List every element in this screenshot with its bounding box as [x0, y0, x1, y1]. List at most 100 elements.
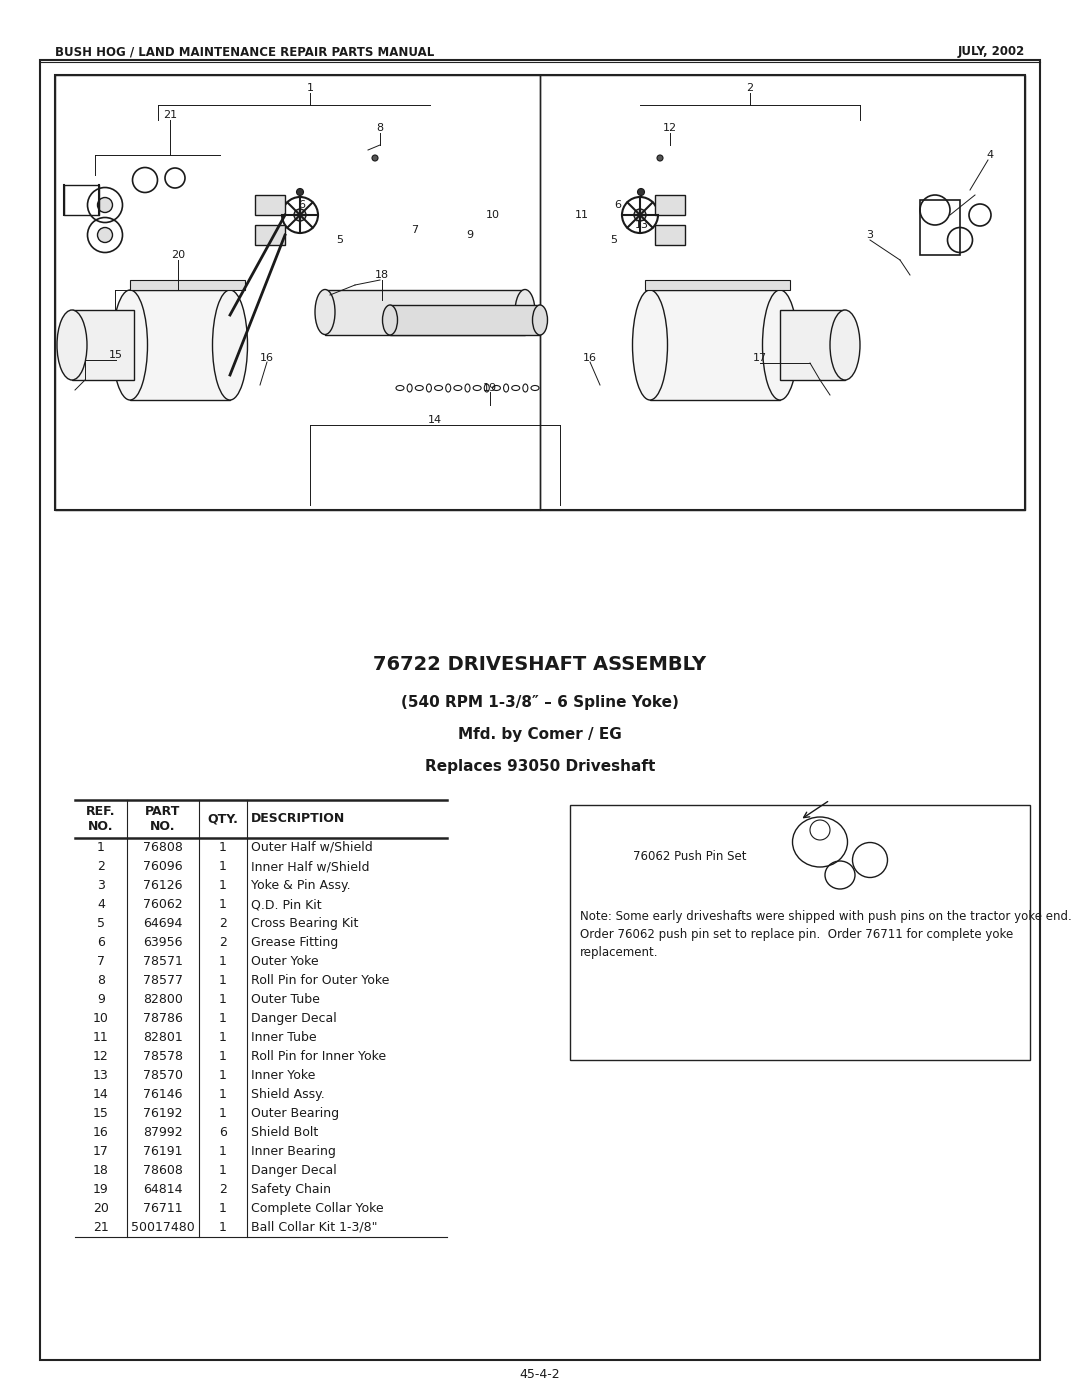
Text: 1: 1 [219, 1011, 227, 1025]
Text: 5: 5 [337, 235, 343, 244]
Text: 63956: 63956 [144, 936, 183, 949]
Bar [645, 279, 789, 291]
Ellipse shape [657, 155, 663, 161]
Text: 78570: 78570 [143, 1069, 183, 1083]
Text: Shield Assy.: Shield Assy. [251, 1088, 325, 1101]
Text: Cross Bearing Kit: Cross Bearing Kit [251, 916, 359, 930]
Text: 78786: 78786 [143, 1011, 183, 1025]
Ellipse shape [372, 155, 378, 161]
Text: 78571: 78571 [143, 956, 183, 968]
Text: Inner Tube: Inner Tube [251, 1031, 316, 1044]
Text: 16: 16 [583, 353, 597, 363]
Text: 1: 1 [219, 974, 227, 988]
Text: Inner Bearing: Inner Bearing [251, 1146, 336, 1158]
Ellipse shape [315, 289, 335, 334]
Text: 13: 13 [93, 1069, 109, 1083]
Text: 2: 2 [97, 861, 105, 873]
Ellipse shape [762, 291, 797, 400]
Text: Yoke & Pin Assy.: Yoke & Pin Assy. [251, 879, 351, 893]
Text: QTY.: QTY. [207, 813, 239, 826]
Bar [540, 75, 1025, 510]
Bar [255, 196, 285, 215]
Text: Grease Fitting: Grease Fitting [251, 936, 338, 949]
Text: 1: 1 [219, 1051, 227, 1063]
Text: 20: 20 [171, 250, 185, 260]
Text: 3: 3 [97, 879, 105, 893]
Text: Q.D. Pin Kit: Q.D. Pin Kit [251, 898, 322, 911]
Text: Note: Some early driveshafts were shipped with push pins on the tractor yoke end: Note: Some early driveshafts were shippe… [580, 909, 1071, 958]
Ellipse shape [97, 197, 112, 212]
Text: 76722 DRIVESHAFT ASSEMBLY: 76722 DRIVESHAFT ASSEMBLY [374, 655, 706, 675]
Text: 78578: 78578 [143, 1051, 183, 1063]
Text: 4: 4 [97, 898, 105, 911]
Text: Outer Tube: Outer Tube [251, 993, 320, 1006]
Text: 11: 11 [575, 210, 589, 219]
Text: 19: 19 [93, 1183, 109, 1196]
Text: 16: 16 [93, 1126, 109, 1139]
Text: 50017480: 50017480 [131, 1221, 194, 1234]
Text: 1: 1 [219, 861, 227, 873]
Text: 1: 1 [219, 1088, 227, 1101]
Bar [72, 310, 134, 380]
Text: 7: 7 [97, 956, 105, 968]
Text: 17: 17 [753, 353, 767, 363]
Text: 17: 17 [93, 1146, 109, 1158]
Text: 9: 9 [97, 993, 105, 1006]
Ellipse shape [831, 310, 860, 380]
Text: 12: 12 [93, 1051, 109, 1063]
Text: 1: 1 [219, 879, 227, 893]
Text: 1: 1 [219, 956, 227, 968]
Text: 2: 2 [219, 916, 227, 930]
Text: 14: 14 [93, 1088, 109, 1101]
Bar [255, 225, 285, 244]
Bar [55, 75, 1025, 510]
Text: 76191: 76191 [144, 1146, 183, 1158]
Text: 1: 1 [219, 1146, 227, 1158]
Text: 82800: 82800 [143, 993, 183, 1006]
Bar [570, 805, 1030, 1060]
Text: Roll Pin for Inner Yoke: Roll Pin for Inner Yoke [251, 1051, 387, 1063]
Text: 6: 6 [298, 200, 306, 210]
Bar [654, 196, 685, 215]
Text: 1: 1 [219, 898, 227, 911]
Text: 11: 11 [93, 1031, 109, 1044]
Text: 10: 10 [93, 1011, 109, 1025]
Text: 9: 9 [467, 231, 473, 240]
Bar [64, 184, 99, 215]
Text: 20: 20 [93, 1201, 109, 1215]
Text: 6: 6 [615, 200, 621, 210]
Bar [650, 291, 780, 400]
Ellipse shape [634, 210, 646, 221]
Text: 6: 6 [219, 1126, 227, 1139]
Text: 76192: 76192 [144, 1106, 183, 1120]
Text: 1: 1 [219, 841, 227, 854]
Bar [130, 291, 230, 400]
Text: 10: 10 [486, 210, 500, 219]
Text: Inner Half w/Shield: Inner Half w/Shield [251, 861, 369, 873]
Ellipse shape [97, 228, 112, 243]
Bar [130, 279, 245, 291]
Text: Outer Half w/Shield: Outer Half w/Shield [251, 841, 373, 854]
Text: Outer Yoke: Outer Yoke [251, 956, 319, 968]
Text: 76062 Push Pin Set: 76062 Push Pin Set [633, 851, 746, 863]
Ellipse shape [633, 291, 667, 400]
Ellipse shape [382, 305, 397, 335]
Text: 5: 5 [97, 916, 105, 930]
Text: Inner Yoke: Inner Yoke [251, 1069, 315, 1083]
Text: 14: 14 [428, 415, 442, 425]
Text: Roll Pin for Outer Yoke: Roll Pin for Outer Yoke [251, 974, 390, 988]
Text: 6: 6 [97, 936, 105, 949]
Text: 21: 21 [163, 110, 177, 120]
Text: 76711: 76711 [144, 1201, 183, 1215]
Text: 13: 13 [635, 219, 649, 231]
Text: 19: 19 [483, 383, 497, 393]
Text: 21: 21 [93, 1221, 109, 1234]
Text: 1: 1 [219, 1201, 227, 1215]
Text: 1: 1 [97, 841, 105, 854]
Text: BUSH HOG / LAND MAINTENANCE REPAIR PARTS MANUAL: BUSH HOG / LAND MAINTENANCE REPAIR PARTS… [55, 46, 434, 59]
Bar [780, 310, 845, 380]
Text: 4: 4 [986, 149, 994, 161]
Text: 78608: 78608 [143, 1164, 183, 1178]
Text: 7: 7 [411, 225, 419, 235]
Ellipse shape [515, 289, 535, 334]
